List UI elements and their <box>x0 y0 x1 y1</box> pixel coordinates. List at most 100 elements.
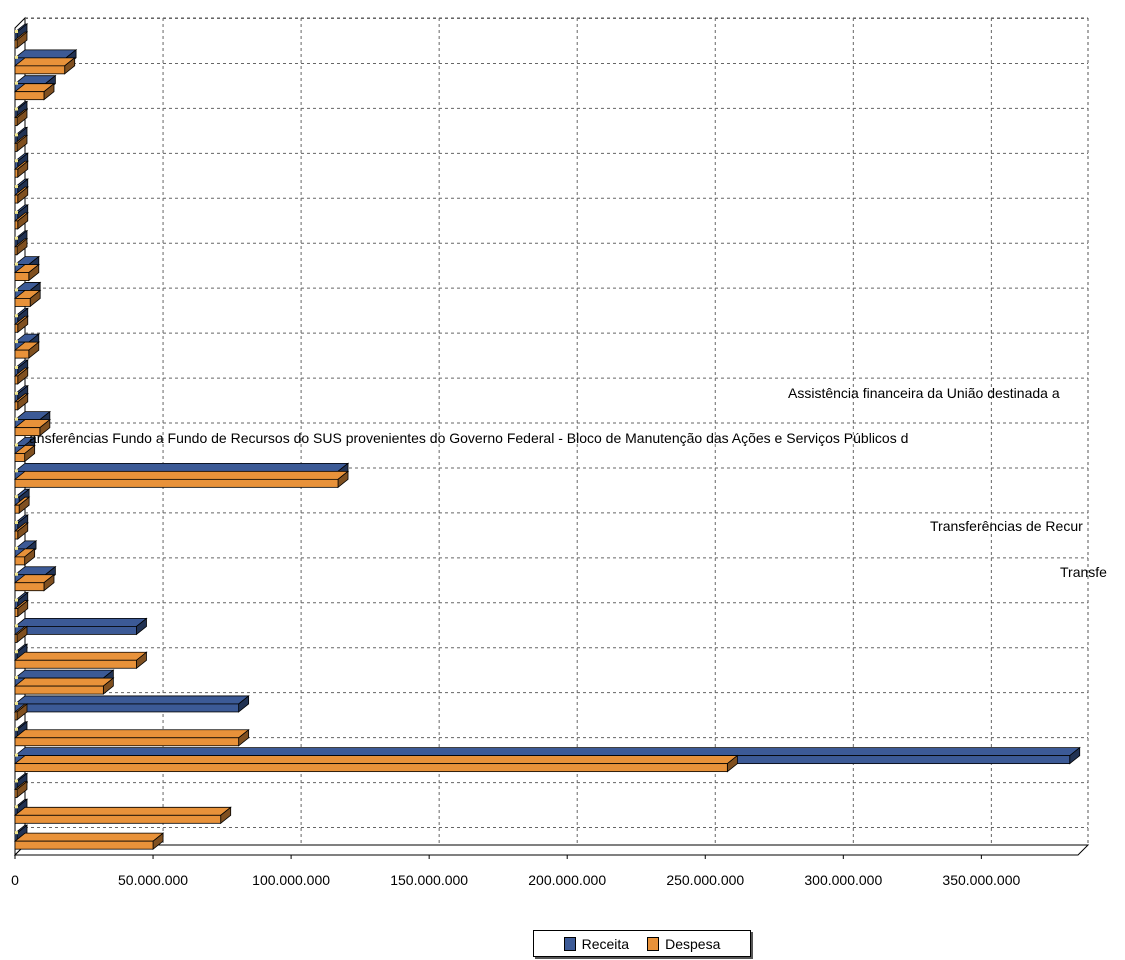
bar-top <box>13 669 115 679</box>
bar-front <box>14 556 26 566</box>
bar-front <box>14 530 19 540</box>
bar-despesa <box>13 108 29 127</box>
bar-front <box>14 323 19 333</box>
bar-despesa <box>13 212 29 230</box>
bar-top <box>13 462 350 472</box>
bar-front <box>14 117 18 126</box>
bar-top <box>13 729 250 739</box>
bar-top <box>13 695 250 705</box>
axis-marker <box>15 495 18 499</box>
legend-label-despesa: Despesa <box>665 935 721 952</box>
axis-marker <box>15 805 18 809</box>
bar-despesa <box>13 341 40 359</box>
x-tick-label: 50.000.000 <box>118 872 188 888</box>
bar-receita <box>13 695 250 713</box>
axis-marker <box>15 30 18 33</box>
x-tick-label: 100.000.000 <box>252 872 330 888</box>
bar-top <box>13 747 1081 757</box>
bar-despesa <box>13 806 232 825</box>
floor <box>13 844 1090 856</box>
legend-item-despesa: Despesa <box>647 936 720 952</box>
bar-despesa <box>13 651 148 670</box>
bar-front <box>14 246 18 256</box>
bar-front <box>14 478 339 488</box>
bar-top <box>13 618 148 627</box>
x-tick-label: 150.000.000 <box>390 872 468 888</box>
bar-top <box>13 49 78 59</box>
legend-swatch-receita <box>563 936 576 951</box>
axis-marker <box>15 521 18 525</box>
bar-front <box>14 711 18 721</box>
bar-despesa <box>13 548 36 566</box>
bar-top <box>13 832 165 842</box>
bar-front <box>14 65 66 75</box>
bar-front <box>14 194 19 204</box>
axis-marker <box>15 598 18 602</box>
axis-marker <box>15 133 18 137</box>
axis-marker <box>15 55 18 59</box>
bar-front <box>14 737 240 747</box>
bar-front <box>14 703 240 713</box>
x-tick-label: 250.000.000 <box>666 872 744 888</box>
bar-despesa <box>13 522 29 540</box>
x-tick-label: 300.000.000 <box>804 872 882 888</box>
bar-despesa <box>13 186 29 204</box>
bar-front <box>14 504 20 514</box>
axis-marker <box>15 676 18 680</box>
bar-despesa <box>13 418 51 437</box>
axis-marker <box>15 650 18 654</box>
axis-marker <box>15 417 18 421</box>
bar-top <box>13 755 739 765</box>
bar-receita <box>13 617 148 636</box>
bar-front <box>14 91 45 101</box>
axis-marker <box>15 159 18 163</box>
axis-marker <box>15 81 18 85</box>
axis-marker <box>15 469 18 473</box>
bar-despesa <box>13 289 42 308</box>
bar-despesa <box>13 470 350 489</box>
bar-front <box>14 272 30 281</box>
bar-despesa <box>13 31 29 49</box>
axis-marker <box>15 340 18 344</box>
axis-marker <box>15 314 18 318</box>
bar-despesa <box>13 728 250 747</box>
bar-despesa <box>13 367 29 385</box>
axis-marker <box>15 831 18 835</box>
bar-despesa <box>13 625 29 644</box>
bar-front <box>14 582 45 592</box>
bar-top <box>13 651 148 661</box>
axis-marker <box>15 210 18 214</box>
bar-front <box>14 168 19 178</box>
bar-front <box>14 840 154 850</box>
axis-marker <box>15 391 18 395</box>
bar-front <box>14 453 26 462</box>
legend-item-receita: Receita <box>563 935 630 952</box>
axis-marker <box>15 262 18 266</box>
axis-marker <box>15 288 18 292</box>
bar-despesa <box>13 832 165 850</box>
bar-despesa <box>13 315 29 334</box>
legend-label-receita: Receita <box>581 935 630 952</box>
bar-front <box>14 298 31 307</box>
bar-front <box>14 634 18 643</box>
bar-front <box>14 375 19 385</box>
x-axis: 0 50.000.000 100.000.000 150.000.000 200.000… <box>11 854 1078 888</box>
axis-marker <box>15 107 18 111</box>
bar-front <box>14 814 222 824</box>
axis-marker <box>15 185 18 189</box>
annotation-label: Assistência financeira da União destinad… <box>788 385 1060 401</box>
bars-group <box>13 23 1081 850</box>
legend: Receita Despesa <box>533 930 751 957</box>
bar-top <box>13 806 232 816</box>
bar-front <box>14 142 18 152</box>
annotation-label: Transfe <box>1060 564 1107 580</box>
axis-marker <box>15 701 18 705</box>
axis-marker <box>15 365 18 369</box>
bar-despesa <box>13 392 29 411</box>
axis-marker <box>15 727 18 731</box>
bar-front <box>14 685 104 695</box>
bar-front <box>14 220 19 230</box>
x-tick-label: 200.000.000 <box>528 872 606 888</box>
bar-front <box>14 608 19 617</box>
